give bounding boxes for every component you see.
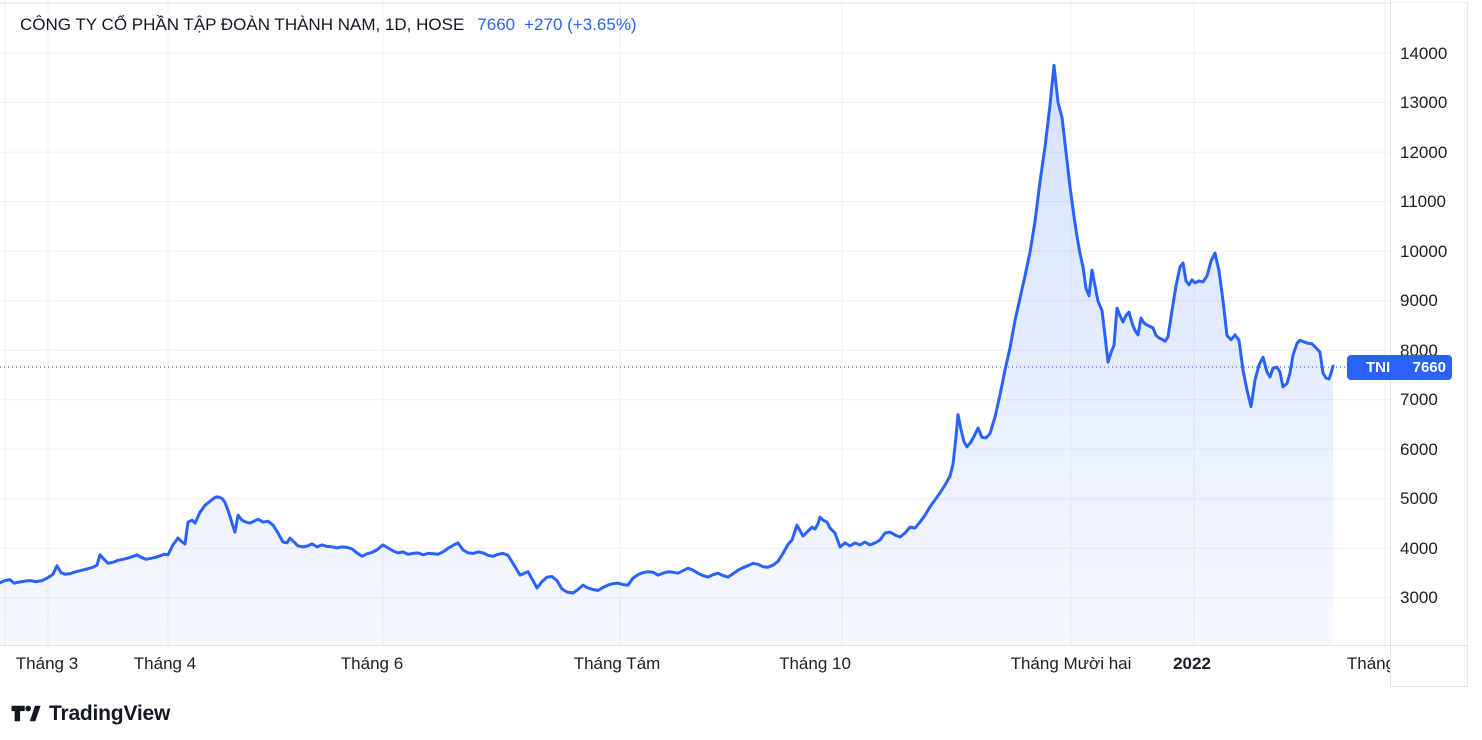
line-series [0, 63, 1335, 595]
price-axis-label: 7000 [1400, 390, 1438, 409]
axis-corner-border [1390, 686, 1468, 687]
area-fill [0, 65, 1333, 645]
price-change: +270 (+3.65%) [524, 15, 637, 34]
time-axis-label: Tháng [1346, 654, 1390, 673]
price-axis-label: 6000 [1400, 440, 1438, 459]
tradingview-attribution[interactable]: TradingView [10, 701, 170, 726]
widget-top-border [0, 2, 1468, 3]
time-axis-label: Tháng 10 [779, 654, 851, 673]
price-axis-label: 3000 [1400, 588, 1438, 607]
time-axis-label: Tháng 6 [340, 654, 404, 673]
price-axis-label: 12000 [1400, 143, 1448, 162]
price-axis-border [1390, 0, 1391, 687]
symbol-title[interactable]: CÔNG TY CỔ PHẦN TẬP ĐOÀN THÀNH NAM, 1D, … [20, 15, 465, 34]
price-axis-label: 5000 [1400, 489, 1438, 508]
price-axis-label: 9000 [1400, 291, 1438, 310]
last-price: 7660 [477, 15, 516, 34]
tradingview-wordmark: TradingView [49, 701, 171, 725]
widget-right-border [1467, 2, 1468, 687]
price-axis-label: 10000 [1400, 242, 1448, 261]
tradingview-logo-icon [10, 701, 41, 726]
time-axis-label: Tháng Tám [573, 654, 661, 673]
time-axis-label: Tháng Mười hai [1010, 654, 1132, 673]
time-axis-label: Tháng 4 [133, 654, 197, 673]
symbol-header: CÔNG TY CỔ PHẦN TẬP ĐOÀN THÀNH NAM, 1D, … [20, 15, 637, 35]
price-tag-value: 7660 [1412, 359, 1446, 376]
time-axis-label: 2022 [1173, 654, 1211, 673]
price-axis-label: 11000 [1400, 192, 1447, 211]
price-tag: TNI 7660 [1347, 355, 1452, 380]
time-axis-border [0, 645, 1468, 646]
time-axis-label: Tháng 3 [15, 654, 79, 673]
price-axis-label: 4000 [1400, 539, 1438, 558]
price-axis-label: 13000 [1400, 93, 1448, 112]
price-axis-label: 14000 [1400, 44, 1448, 63]
price-axis[interactable]: 3000 4000 5000 6000 7000 8000 9000 10000 11000 12… [1391, 0, 1468, 645]
price-chart-pane[interactable] [0, 0, 1390, 645]
price-tag-ticker: TNI [1366, 359, 1391, 376]
time-axis[interactable]: Tháng 3 Tháng 4 Tháng 6 Tháng Tám Tháng 10 Th… [0, 646, 1390, 686]
